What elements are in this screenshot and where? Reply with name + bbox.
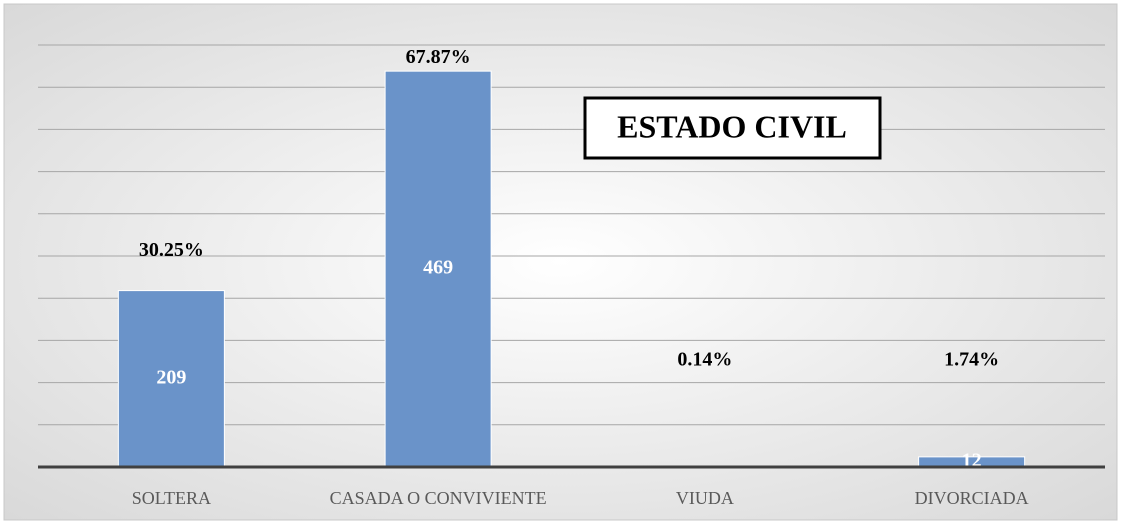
chart-title: ESTADO CIVIL xyxy=(617,108,847,144)
percent-label: 30.25% xyxy=(139,239,204,261)
x-tick-label: VIUDA xyxy=(676,488,734,508)
x-tick-label: CASADA O CONVIVIENTE xyxy=(330,488,547,508)
bar xyxy=(117,290,225,468)
plot: SOLTERA 209 30.25% CASADA O CONVIVIENTE 469 6… xyxy=(38,44,1105,508)
data-label: 469 xyxy=(423,257,453,279)
data-label: 209 xyxy=(156,366,186,388)
x-tick-label: SOLTERA xyxy=(132,488,211,508)
title-box xyxy=(583,96,882,160)
percent-label: 67.87% xyxy=(406,46,471,68)
x-tick-label: DIVORCIADA xyxy=(915,488,1029,508)
percent-label: 1.74% xyxy=(944,349,999,371)
percent-label: 0.14% xyxy=(677,349,732,371)
